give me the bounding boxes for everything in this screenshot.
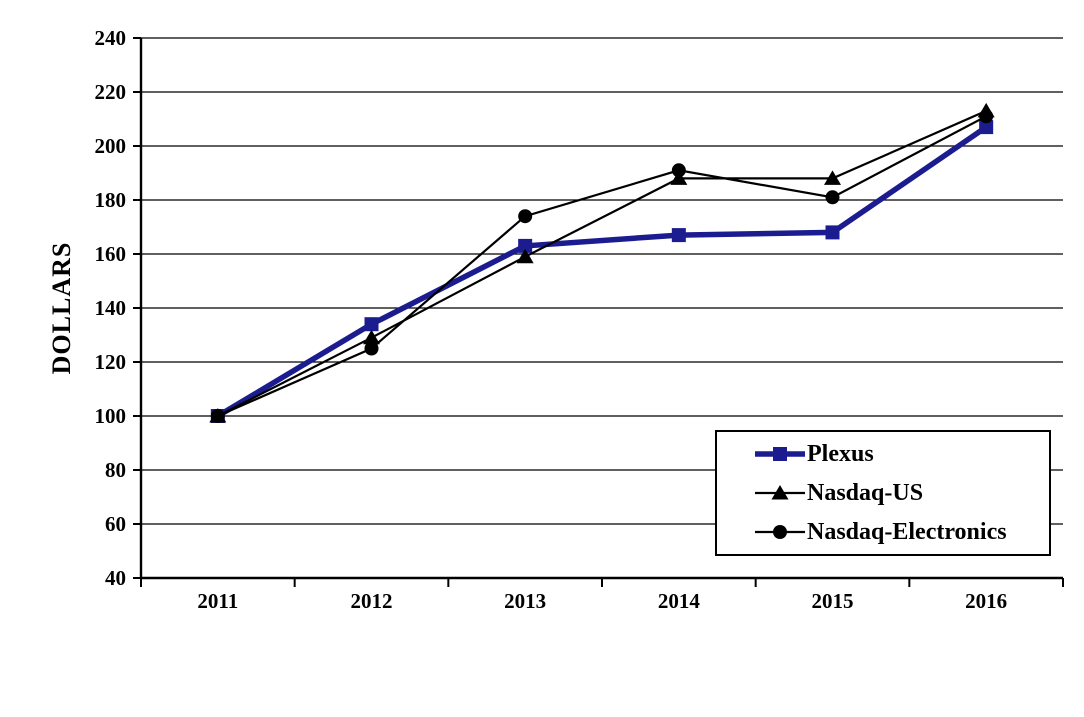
plexus-marker-2013 (518, 238, 533, 253)
plexus-marker-2012 (364, 317, 379, 332)
nasdaq-electronics-marker-2012 (364, 341, 379, 356)
nasdaq-us-marker-2015 (824, 170, 841, 185)
y-axis-tick-label: 40 (105, 566, 126, 590)
legend-label-nasdaq-electronics: Nasdaq-Electronics (807, 518, 1007, 545)
legend-item-nasdaq-electronics: Nasdaq-Electronics (755, 515, 1049, 549)
nasdaq-electronics-marker-2014 (671, 163, 686, 178)
x-axis-tick-label: 2015 (812, 589, 854, 613)
legend: Plexus Nasdaq-US Nasdaq-Electronics (715, 430, 1051, 556)
plexus-line (216, 124, 988, 419)
y-axis-tick-label: 160 (95, 242, 127, 266)
y-axis-title: DOLLARS (47, 242, 76, 375)
x-axis-tick-label: 2012 (351, 589, 393, 613)
x-axis-tick-label: 2016 (965, 589, 1007, 613)
nasdaq-us-marker-2013 (516, 248, 534, 264)
legend-sample-marker (773, 525, 787, 539)
legend-label-nasdaq-us: Nasdaq-US (807, 479, 924, 506)
nasdaq-us-line (217, 109, 987, 417)
y-axis-tick-label: 200 (95, 134, 127, 158)
plexus-marker-2016 (979, 120, 994, 135)
plexus-marker-2014 (671, 228, 686, 243)
nasdaq-electronics-marker-2016 (979, 109, 994, 124)
nasdaq-electronics-marker-2015 (825, 190, 840, 205)
x-axis-tick-label: 2013 (504, 589, 546, 613)
y-axis-tick-label: 220 (95, 80, 127, 104)
y-axis-tick-label: 240 (95, 26, 127, 50)
nasdaq-electronics-marker-2013 (518, 209, 533, 224)
nasdaq-us-triangle-marker-icon (755, 485, 805, 500)
legend-label-plexus: Plexus (807, 440, 874, 467)
y-axis-tick-label: 180 (95, 188, 127, 212)
series-nasdaq-us (209, 102, 995, 423)
nasdaq-us-marker-2012 (363, 329, 380, 345)
nasdaq-electronics-marker-2011 (210, 409, 225, 423)
y-axis-tick-label: 100 (95, 404, 127, 428)
series-plexus (210, 120, 994, 423)
plexus-square-marker-icon (755, 447, 805, 461)
y-axis-tick-label: 80 (105, 458, 126, 482)
y-axis-tick-label: 120 (95, 350, 127, 374)
nasdaq-electronics-line (217, 115, 987, 418)
legend-item-nasdaq-us: Nasdaq-US (755, 476, 1049, 510)
x-axis-tick-label: 2011 (197, 589, 238, 613)
y-axis-tick-label: 140 (95, 296, 127, 320)
plexus-marker-2015 (825, 225, 840, 240)
series-nasdaq-electronics (210, 109, 994, 423)
legend-sample-marker (771, 485, 789, 500)
legend-item-plexus: Plexus (755, 437, 1049, 471)
legend-sample-marker (773, 447, 787, 461)
nasdaq-electronics-circle-marker-icon (755, 525, 805, 539)
nasdaq-us-marker-2014 (670, 170, 688, 185)
x-axis-tick-label: 2014 (658, 589, 701, 613)
y-axis-tick-label: 60 (105, 512, 126, 536)
